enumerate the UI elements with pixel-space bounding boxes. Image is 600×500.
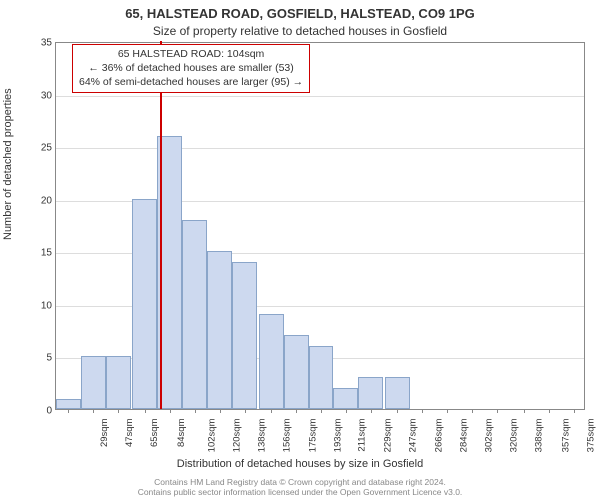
xtick: [497, 409, 498, 413]
xtick-label: 193sqm: [332, 415, 343, 453]
histogram-bar: [232, 262, 257, 409]
xtick-label: 156sqm: [281, 415, 292, 453]
xtick: [68, 409, 69, 413]
xtick: [422, 409, 423, 413]
histogram-bar: [132, 199, 157, 409]
info-line: 64% of semi-detached houses are larger (…: [79, 75, 303, 89]
xtick-label: 284sqm: [459, 415, 470, 453]
ytick-label: 10: [41, 300, 52, 311]
xtick-label: 375sqm: [585, 415, 596, 453]
histogram-bar: [81, 356, 106, 409]
ytick-label: 30: [41, 90, 52, 101]
xtick: [93, 409, 94, 413]
title-sub: Size of property relative to detached ho…: [0, 24, 600, 38]
y-axis-label: Number of detached properties: [2, 88, 14, 240]
histogram-bar: [207, 251, 232, 409]
xtick-label: 65sqm: [149, 415, 160, 448]
info-line: 65 HALSTEAD ROAD: 104sqm: [79, 47, 303, 61]
footer-line: Contains public sector information licen…: [0, 487, 600, 498]
xtick-label: 266sqm: [434, 415, 445, 453]
histogram-bar: [56, 399, 81, 410]
xtick: [271, 409, 272, 413]
xtick: [524, 409, 525, 413]
reference-line: [160, 41, 162, 409]
ytick-label: 35: [41, 38, 52, 49]
xtick: [195, 409, 196, 413]
xtick: [245, 409, 246, 413]
histogram-bar: [284, 335, 309, 409]
info-box: 65 HALSTEAD ROAD: 104sqm ← 36% of detach…: [72, 44, 310, 93]
histogram-bar: [182, 220, 207, 409]
xtick: [574, 409, 575, 413]
xtick: [397, 409, 398, 413]
xtick-label: 29sqm: [100, 415, 111, 448]
info-line: ← 36% of detached houses are smaller (53…: [79, 61, 303, 75]
chart-container: 65, HALSTEAD ROAD, GOSFIELD, HALSTEAD, C…: [0, 0, 600, 500]
plot-area: 0510152025303529sqm47sqm65sqm84sqm102sqm…: [55, 42, 585, 410]
xtick: [170, 409, 171, 413]
xtick-label: 229sqm: [382, 415, 393, 453]
xtick: [549, 409, 550, 413]
ytick-label: 25: [41, 143, 52, 154]
xtick: [346, 409, 347, 413]
xtick: [220, 409, 221, 413]
ytick-label: 5: [46, 353, 52, 364]
ytick-label: 15: [41, 248, 52, 259]
xtick: [321, 409, 322, 413]
footer-line: Contains HM Land Registry data © Crown c…: [0, 477, 600, 488]
gridline: [56, 148, 584, 149]
xtick-label: 138sqm: [256, 415, 267, 453]
ytick-label: 0: [46, 406, 52, 417]
xtick-label: 357sqm: [560, 415, 571, 453]
histogram-bar: [358, 377, 383, 409]
xtick-label: 247sqm: [407, 415, 418, 453]
xtick: [447, 409, 448, 413]
footer: Contains HM Land Registry data © Crown c…: [0, 477, 600, 498]
histogram-bar: [259, 314, 284, 409]
histogram-bar: [309, 346, 334, 409]
xtick: [472, 409, 473, 413]
xtick-label: 302sqm: [484, 415, 495, 453]
histogram-bar: [106, 356, 131, 409]
xtick-label: 211sqm: [357, 415, 368, 452]
xtick-label: 84sqm: [176, 415, 187, 448]
x-axis-label: Distribution of detached houses by size …: [0, 458, 600, 470]
gridline: [56, 96, 584, 97]
xtick-label: 338sqm: [534, 415, 545, 453]
xtick: [371, 409, 372, 413]
xtick-label: 47sqm: [124, 415, 135, 448]
histogram-bar: [385, 377, 410, 409]
ytick-label: 20: [41, 195, 52, 206]
histogram-bar: [333, 388, 358, 409]
title-main: 65, HALSTEAD ROAD, GOSFIELD, HALSTEAD, C…: [0, 6, 600, 21]
xtick-label: 320sqm: [509, 415, 520, 453]
xtick: [296, 409, 297, 413]
xtick: [145, 409, 146, 413]
xtick-label: 120sqm: [231, 415, 242, 453]
xtick: [118, 409, 119, 413]
xtick-label: 102sqm: [206, 415, 217, 453]
xtick-label: 175sqm: [307, 415, 318, 453]
